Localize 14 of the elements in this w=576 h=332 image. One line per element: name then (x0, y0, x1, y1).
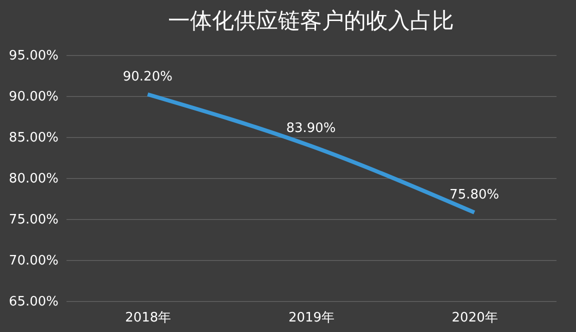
x-tick-label: 2018年 (125, 310, 172, 326)
x-tick-label: 2019年 (288, 310, 335, 326)
y-tick-label: 65.00% (8, 294, 58, 310)
y-tick-label: 75.00% (8, 212, 58, 228)
data-label: 75.80% (450, 187, 500, 202)
y-tick-label: 85.00% (8, 130, 58, 146)
y-tick-label: 70.00% (8, 254, 58, 268)
chart-title: 一体化供应链客户的收入占比 (168, 9, 454, 34)
y-tick-label: 80.00% (8, 172, 58, 186)
x-tick-label: 2020年 (452, 310, 498, 326)
data-label: 83.90% (286, 121, 336, 136)
y-tick-label: 90.00% (8, 90, 58, 104)
data-label: 90.20% (122, 69, 172, 84)
y-tick-label: 95.00% (8, 48, 58, 64)
